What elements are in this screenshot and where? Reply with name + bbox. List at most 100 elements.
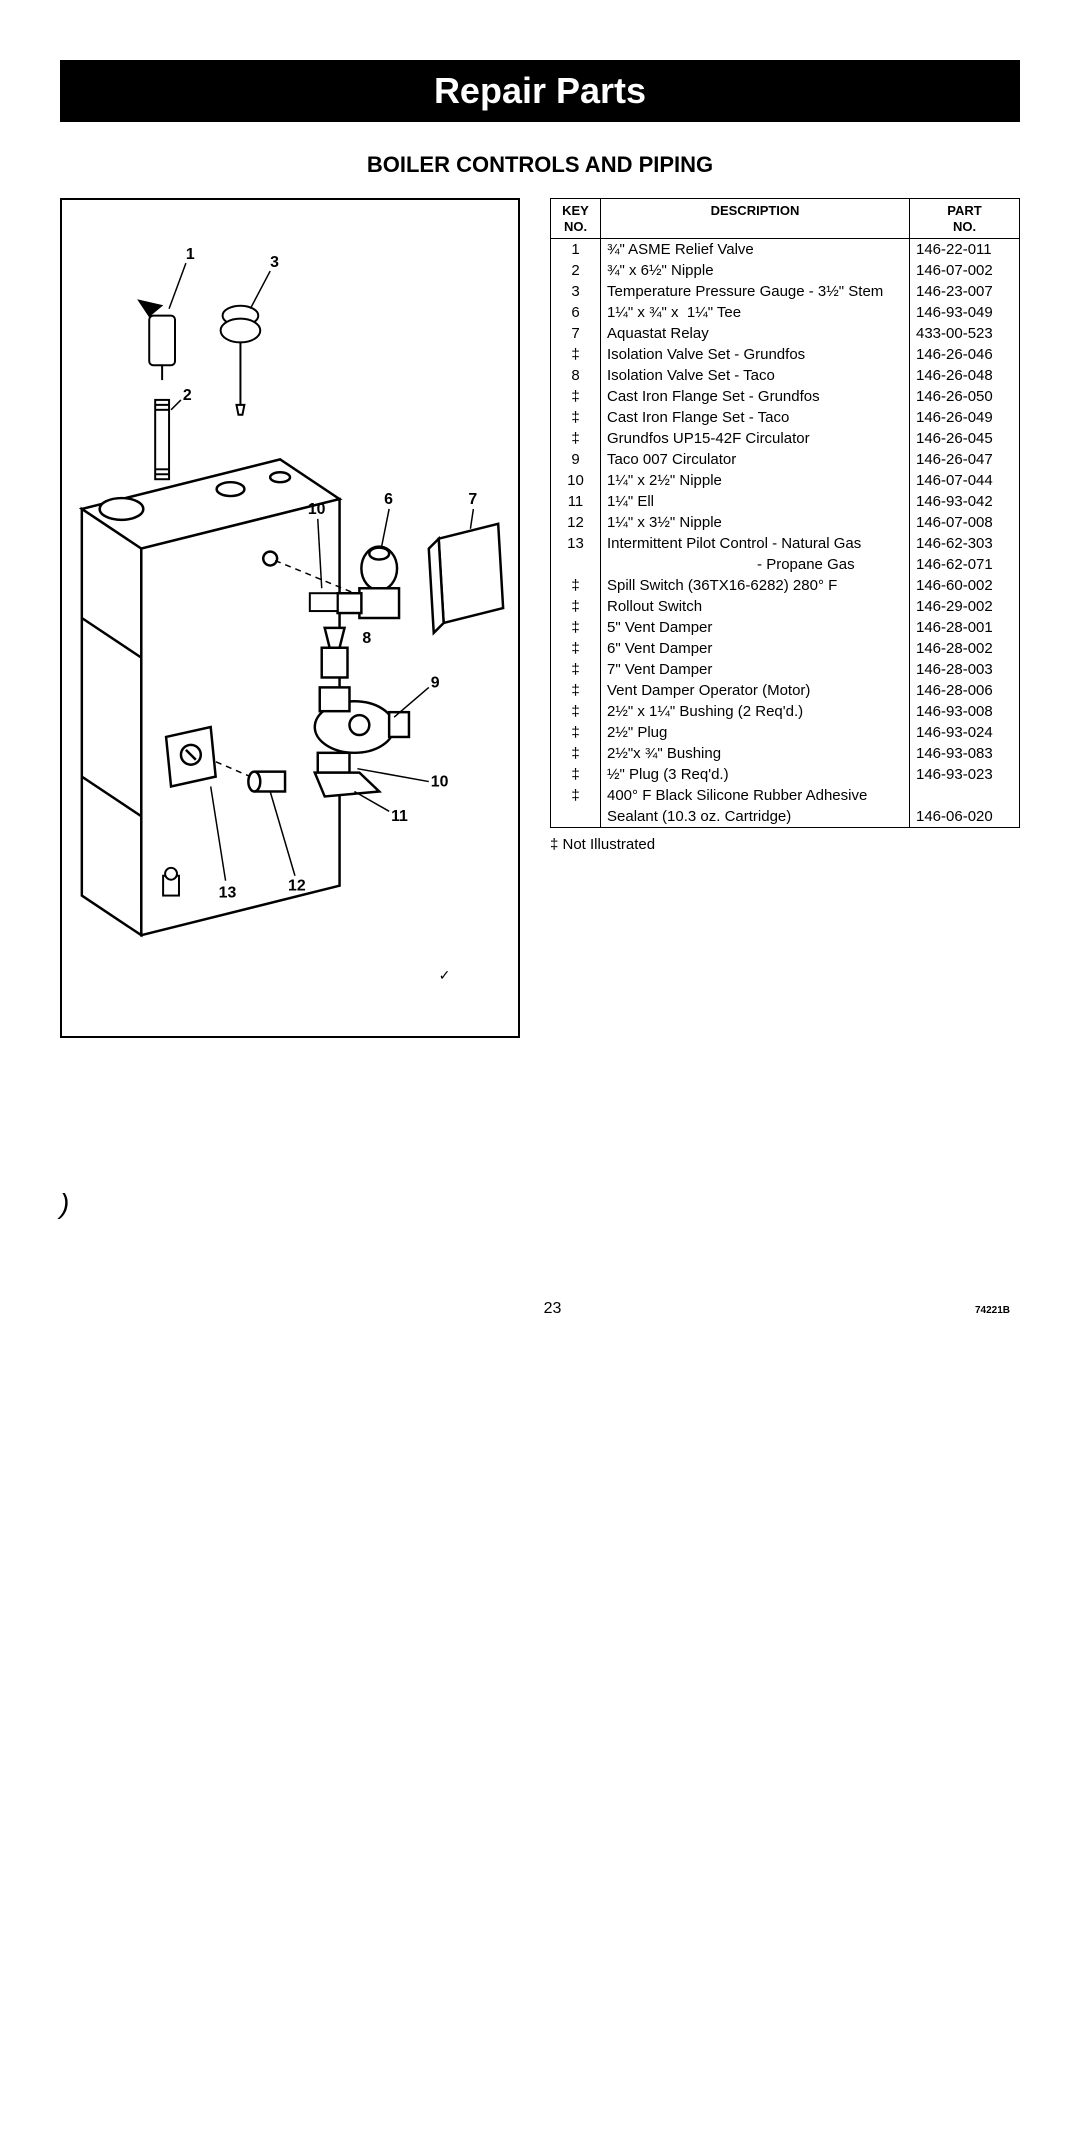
callout-6: 6	[384, 491, 393, 508]
cell-part	[910, 785, 1020, 806]
cell-desc: Intermittent Pilot Control - Natural Gas	[601, 533, 910, 554]
cell-part: 146-93-008	[910, 701, 1020, 722]
table-row: ‡Spill Switch (36TX16-6282) 280° F146-60…	[551, 575, 1020, 596]
cell-part: 146-22-011	[910, 239, 1020, 261]
cell-part: 146-07-002	[910, 260, 1020, 281]
table-row: 9Taco 007 Circulator146-26-047	[551, 449, 1020, 470]
cell-key: 11	[551, 491, 601, 512]
cell-key: ‡	[551, 701, 601, 722]
cell-desc: ¾" ASME Relief Valve	[601, 239, 910, 261]
cell-desc: Isolation Valve Set - Taco	[601, 365, 910, 386]
table-row: 3Temperature Pressure Gauge - 3½" Stem14…	[551, 281, 1020, 302]
page-number: 23	[130, 1300, 975, 1318]
cell-desc: Cast Iron Flange Set - Taco	[601, 407, 910, 428]
footer: 23 74221B	[60, 1300, 1020, 1318]
exploded-diagram: 1 3 2	[60, 198, 520, 1038]
cell-part: 146-60-002	[910, 575, 1020, 596]
diagram-svg: 1 3 2	[62, 200, 518, 1036]
cell-desc: Sealant (10.3 oz. Cartridge)	[601, 806, 910, 828]
cell-part: 146-28-002	[910, 638, 1020, 659]
cell-part: 146-28-006	[910, 680, 1020, 701]
svg-text:✓: ✓	[439, 967, 451, 983]
cell-key: ‡	[551, 764, 601, 785]
cell-part: 146-29-002	[910, 596, 1020, 617]
table-row: ‡½" Plug (3 Req'd.)146-93-023	[551, 764, 1020, 785]
table-row: ‡5" Vent Damper146-28-001	[551, 617, 1020, 638]
cell-desc: 2½"x ¾" Bushing	[601, 743, 910, 764]
cell-key: ‡	[551, 659, 601, 680]
cell-desc: Temperature Pressure Gauge - 3½" Stem	[601, 281, 910, 302]
cell-key	[551, 806, 601, 828]
cell-part: 146-93-023	[910, 764, 1020, 785]
table-row: ‡Cast Iron Flange Set - Grundfos146-26-0…	[551, 386, 1020, 407]
cell-key: ‡	[551, 575, 601, 596]
footnote: ‡ Not Illustrated	[550, 836, 1020, 853]
cell-desc: 1¼" x 3½" Nipple	[601, 512, 910, 533]
cell-part: 433-00-523	[910, 323, 1020, 344]
cell-desc: 2½" Plug	[601, 722, 910, 743]
cell-key: ‡	[551, 386, 601, 407]
cell-desc: Aquastat Relay	[601, 323, 910, 344]
binding-mark: )	[60, 1188, 1020, 1220]
table-row: ‡6" Vent Damper146-28-002	[551, 638, 1020, 659]
cell-key	[551, 554, 601, 575]
parts-table-wrap: KEYNO. DESCRIPTION PARTNO. 1¾" ASME Reli…	[550, 198, 1020, 853]
cell-key: 9	[551, 449, 601, 470]
cell-key: 13	[551, 533, 601, 554]
parts-table: KEYNO. DESCRIPTION PARTNO. 1¾" ASME Reli…	[550, 198, 1020, 828]
table-row: 1¾" ASME Relief Valve146-22-011	[551, 239, 1020, 261]
cell-part: 146-07-044	[910, 470, 1020, 491]
table-row: - Propane Gas146-62-071	[551, 554, 1020, 575]
cell-key: 10	[551, 470, 601, 491]
cell-part: 146-28-003	[910, 659, 1020, 680]
cell-key: ‡	[551, 680, 601, 701]
cell-key: ‡	[551, 617, 601, 638]
table-row: ‡400° F Black Silicone Rubber Adhesive	[551, 785, 1020, 806]
callout-10b: 10	[431, 774, 449, 791]
callout-10a: 10	[308, 501, 326, 518]
cell-part: 146-93-049	[910, 302, 1020, 323]
cell-key: 3	[551, 281, 601, 302]
cell-part: 146-93-042	[910, 491, 1020, 512]
cell-desc: Rollout Switch	[601, 596, 910, 617]
cell-desc: Cast Iron Flange Set - Grundfos	[601, 386, 910, 407]
cell-key: ‡	[551, 722, 601, 743]
cell-key: 12	[551, 512, 601, 533]
cell-key: ‡	[551, 785, 601, 806]
table-row: Sealant (10.3 oz. Cartridge)146-06-020	[551, 806, 1020, 828]
cell-part: 146-06-020	[910, 806, 1020, 828]
title-bar: Repair Parts	[60, 60, 1020, 122]
cell-desc: 6" Vent Damper	[601, 638, 910, 659]
table-row: ‡Isolation Valve Set - Grundfos146-26-04…	[551, 344, 1020, 365]
doc-id: 74221B	[975, 1305, 1010, 1316]
cell-part: 146-23-007	[910, 281, 1020, 302]
cell-desc: Spill Switch (36TX16-6282) 280° F	[601, 575, 910, 596]
cell-part: 146-26-046	[910, 344, 1020, 365]
cell-key: 7	[551, 323, 601, 344]
table-row: 61¼" x ¾" x 1¼" Tee146-93-049	[551, 302, 1020, 323]
cell-part: 146-26-050	[910, 386, 1020, 407]
cell-desc: - Propane Gas	[601, 554, 910, 575]
cell-key: 1	[551, 239, 601, 261]
cell-key: ‡	[551, 407, 601, 428]
col-desc: DESCRIPTION	[601, 199, 910, 239]
table-row: 8Isolation Valve Set - Taco146-26-048	[551, 365, 1020, 386]
table-row: 7Aquastat Relay433-00-523	[551, 323, 1020, 344]
cell-desc: 1¼" Ell	[601, 491, 910, 512]
cell-part: 146-28-001	[910, 617, 1020, 638]
cell-key: 6	[551, 302, 601, 323]
cell-part: 146-62-303	[910, 533, 1020, 554]
cell-key: ‡	[551, 743, 601, 764]
col-key: KEYNO.	[551, 199, 601, 239]
table-row: 13Intermittent Pilot Control - Natural G…	[551, 533, 1020, 554]
table-row: ‡2½" x 1¼" Bushing (2 Req'd.)146-93-008	[551, 701, 1020, 722]
document-page: Repair Parts BOILER CONTROLS AND PIPING	[0, 0, 1080, 1358]
table-row: 111¼" Ell146-93-042	[551, 491, 1020, 512]
callout-7: 7	[468, 491, 477, 508]
cell-part: 146-93-024	[910, 722, 1020, 743]
cell-key: ‡	[551, 638, 601, 659]
cell-key: ‡	[551, 428, 601, 449]
cell-desc: Grundfos UP15-42F Circulator	[601, 428, 910, 449]
table-row: ‡2½"x ¾" Bushing146-93-083	[551, 743, 1020, 764]
cell-key: 2	[551, 260, 601, 281]
